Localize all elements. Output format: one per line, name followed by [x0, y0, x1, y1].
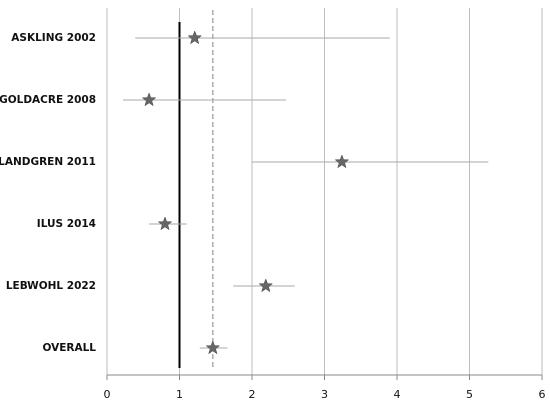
point-estimate: [334, 154, 350, 169]
x-tick-label: 0: [104, 388, 111, 401]
point-estimate: [205, 340, 221, 355]
category-label: OVERALL: [42, 342, 96, 354]
point-estimate: [187, 30, 203, 45]
category-label: GOLDACRE 2008: [0, 94, 96, 106]
point-estimate: [141, 92, 157, 107]
x-tick-label: 4: [394, 388, 401, 401]
x-tick-label: 5: [466, 388, 473, 401]
category-label: ASKLING 2002: [11, 32, 96, 44]
category-label: LEBWOHL 2022: [6, 280, 96, 292]
category-label: ILUS 2014: [37, 218, 96, 230]
x-tick-label: 6: [539, 388, 546, 401]
category-label: LANDGREN 2011: [0, 156, 96, 168]
point-estimate: [258, 278, 274, 293]
point-estimate: [157, 216, 173, 231]
x-tick-label: 3: [321, 388, 328, 401]
x-tick-label: 2: [249, 388, 256, 401]
x-tick-label: 1: [176, 388, 183, 401]
